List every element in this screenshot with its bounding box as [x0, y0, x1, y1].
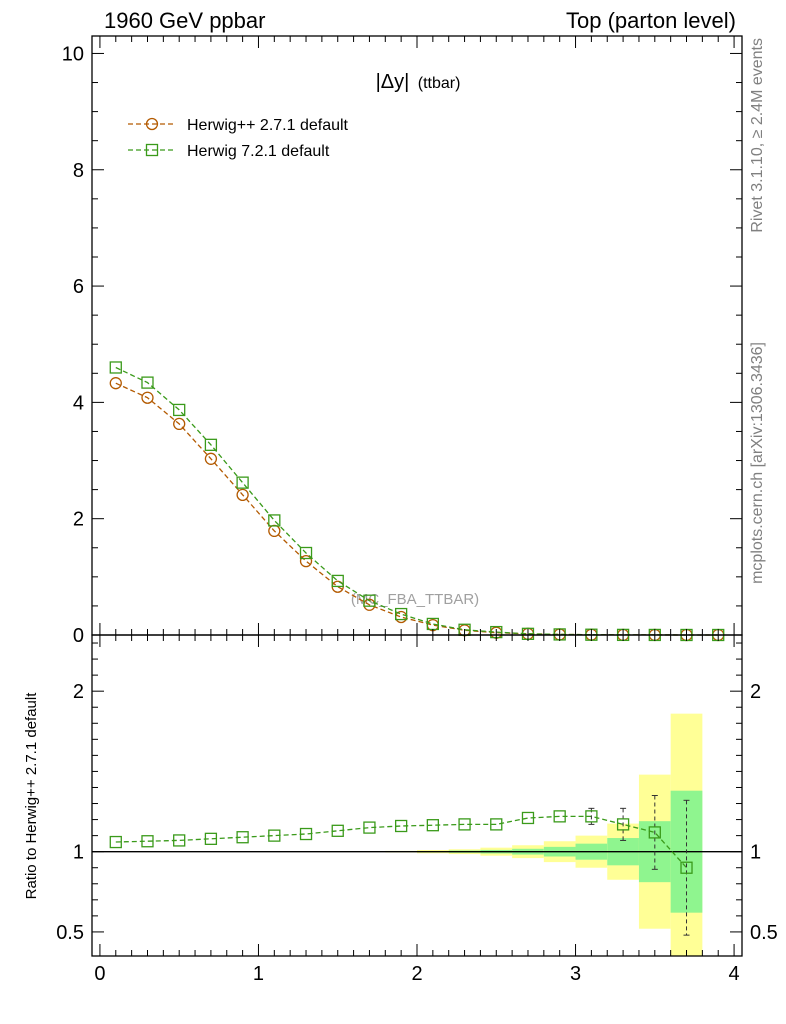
main-title-sub: (ttbar) [418, 75, 461, 92]
main-ytick-label: 10 [62, 43, 84, 65]
ratio-point-square [394, 819, 408, 833]
ratio-point-square [680, 861, 693, 874]
main-point-circle [141, 391, 154, 404]
xtick-label: 1 [253, 963, 264, 985]
legend-marker-herwig-pp [145, 117, 159, 131]
ratio-point-square [363, 821, 376, 834]
main-point-circle [236, 488, 249, 501]
main-ytick-label: 0 [73, 625, 84, 647]
main-point-square [299, 546, 313, 560]
ratio-point-square [648, 826, 661, 839]
ratio-ytick-label-right: 1 [750, 842, 761, 864]
main-point-circle [173, 417, 186, 431]
main-point-square [394, 607, 408, 621]
xtick-label: 2 [411, 963, 422, 985]
main-point-square [204, 438, 218, 451]
main-point-square [363, 594, 376, 607]
main-title-main: |Δy| [376, 71, 410, 93]
main-point-square [331, 574, 344, 588]
main-ytick-label: 2 [73, 509, 84, 531]
source-label: mcplots.cern.ch [arXiv:1306.3436] [749, 342, 766, 584]
main-title: |Δy| (ttbar) [376, 71, 461, 93]
main-ytick-label: 8 [73, 160, 84, 182]
ratio-point-square [426, 819, 440, 832]
ratio-point-square [616, 818, 630, 831]
ratio-point-square [585, 810, 598, 823]
main-point-circle [204, 452, 218, 465]
legend-label-herwig-7: Herwig 7.2.1 default [187, 143, 330, 160]
ratio-ytick-label-right: 0.5 [750, 922, 778, 944]
ratio-ytick-label-left: 2 [73, 681, 84, 703]
ratio-point-square [268, 829, 281, 842]
main-point-square [109, 361, 122, 374]
ratio-ylabel: Ratio to Herwig++ 2.7.1 default [23, 692, 40, 900]
xtick-label: 0 [94, 963, 105, 985]
main-point-square [141, 376, 154, 389]
main-point-square [268, 514, 281, 527]
ratio-ytick-label-right: 2 [750, 681, 761, 703]
ratio-point-square [141, 835, 154, 848]
main-point-circle [109, 377, 122, 390]
xtick-label: 3 [570, 963, 581, 985]
ratio-point-square [490, 818, 503, 831]
ratio-point-square [521, 811, 535, 825]
ratio-point-square [173, 834, 186, 847]
main-point-square [173, 403, 186, 417]
header-left: 1960 GeV ppbar [104, 8, 265, 33]
ratio-point-square [553, 810, 566, 823]
header-right: Top (parton level) [566, 8, 736, 33]
legend-label-herwig-pp: Herwig++ 2.7.1 default [187, 117, 349, 134]
ratio-point-square [109, 835, 122, 849]
ratio-ytick-label-left: 0.5 [56, 922, 84, 944]
main-ytick-label: 6 [73, 276, 84, 298]
main-point-square [236, 476, 249, 489]
legend-marker-herwig-7 [145, 143, 159, 157]
ratio-point-square [458, 818, 471, 831]
ratio-point-square [204, 832, 218, 845]
ratio-bands [353, 713, 703, 956]
ratio-point-square [331, 824, 344, 837]
ratio-point-square [299, 827, 313, 841]
xtick-label: 4 [729, 963, 740, 985]
ratio-ytick-label-left: 1 [73, 842, 84, 864]
main-point-circle [299, 554, 313, 568]
watermark: (MC_FBA_TTBAR) [351, 591, 479, 608]
ratio-point-square [236, 831, 249, 844]
axes: 0 2 4 6 8 10 0.5 0.5 1 1 2 2 0 1 2 3 4 [56, 35, 778, 985]
main-ytick-label: 4 [73, 392, 84, 414]
legend: Herwig++ 2.7.1 default Herwig 7.2.1 defa… [128, 117, 349, 160]
rivet-label: Rivet 3.1.10, ≥ 2.4M events [749, 38, 766, 233]
